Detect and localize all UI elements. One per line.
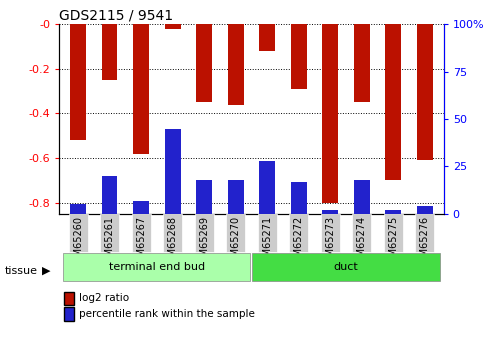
Text: duct: duct — [334, 263, 358, 272]
Text: GDS2115 / 9541: GDS2115 / 9541 — [59, 9, 173, 23]
Bar — [291, 181, 307, 214]
FancyBboxPatch shape — [289, 214, 308, 252]
FancyBboxPatch shape — [226, 214, 245, 252]
Bar — [102, 24, 117, 80]
FancyBboxPatch shape — [163, 214, 182, 252]
Text: GSM65275: GSM65275 — [388, 216, 398, 269]
FancyBboxPatch shape — [69, 214, 88, 252]
Bar — [386, 210, 401, 214]
FancyBboxPatch shape — [258, 214, 277, 252]
Bar — [165, 24, 180, 29]
Bar — [259, 161, 275, 214]
Text: percentile rank within the sample: percentile rank within the sample — [79, 309, 255, 319]
Text: GSM65270: GSM65270 — [231, 216, 241, 269]
FancyBboxPatch shape — [195, 214, 213, 252]
Bar — [196, 180, 212, 214]
Bar — [133, 24, 149, 154]
Text: terminal end bud: terminal end bud — [109, 263, 205, 272]
Text: ▶: ▶ — [42, 266, 50, 276]
Bar — [386, 24, 401, 180]
FancyBboxPatch shape — [415, 214, 434, 252]
Bar — [133, 201, 149, 214]
Text: GSM65273: GSM65273 — [325, 216, 335, 269]
Bar — [417, 206, 433, 214]
Bar — [322, 24, 338, 203]
Text: GSM65260: GSM65260 — [73, 216, 83, 269]
Bar — [70, 204, 86, 214]
Bar — [165, 128, 180, 214]
Text: GSM65272: GSM65272 — [294, 216, 304, 269]
FancyBboxPatch shape — [321, 214, 340, 252]
Bar — [70, 24, 86, 140]
Bar — [417, 24, 433, 160]
FancyBboxPatch shape — [252, 253, 440, 282]
Text: GSM65269: GSM65269 — [199, 216, 209, 269]
FancyBboxPatch shape — [352, 214, 371, 252]
Text: log2 ratio: log2 ratio — [79, 294, 129, 303]
Bar — [102, 176, 117, 214]
FancyBboxPatch shape — [63, 253, 250, 282]
FancyBboxPatch shape — [132, 214, 150, 252]
Text: GSM65276: GSM65276 — [420, 216, 430, 269]
Bar — [228, 24, 244, 105]
Text: tissue: tissue — [5, 266, 38, 276]
Bar — [354, 180, 370, 214]
Bar — [228, 180, 244, 214]
Bar — [291, 24, 307, 89]
Text: GSM65268: GSM65268 — [168, 216, 177, 269]
Text: GSM65271: GSM65271 — [262, 216, 272, 269]
Text: GSM65267: GSM65267 — [136, 216, 146, 269]
Text: GSM65274: GSM65274 — [357, 216, 367, 269]
Bar — [354, 24, 370, 102]
Text: GSM65261: GSM65261 — [105, 216, 114, 269]
Bar — [259, 24, 275, 51]
FancyBboxPatch shape — [384, 214, 403, 252]
Bar — [196, 24, 212, 102]
Bar — [322, 210, 338, 214]
FancyBboxPatch shape — [100, 214, 119, 252]
